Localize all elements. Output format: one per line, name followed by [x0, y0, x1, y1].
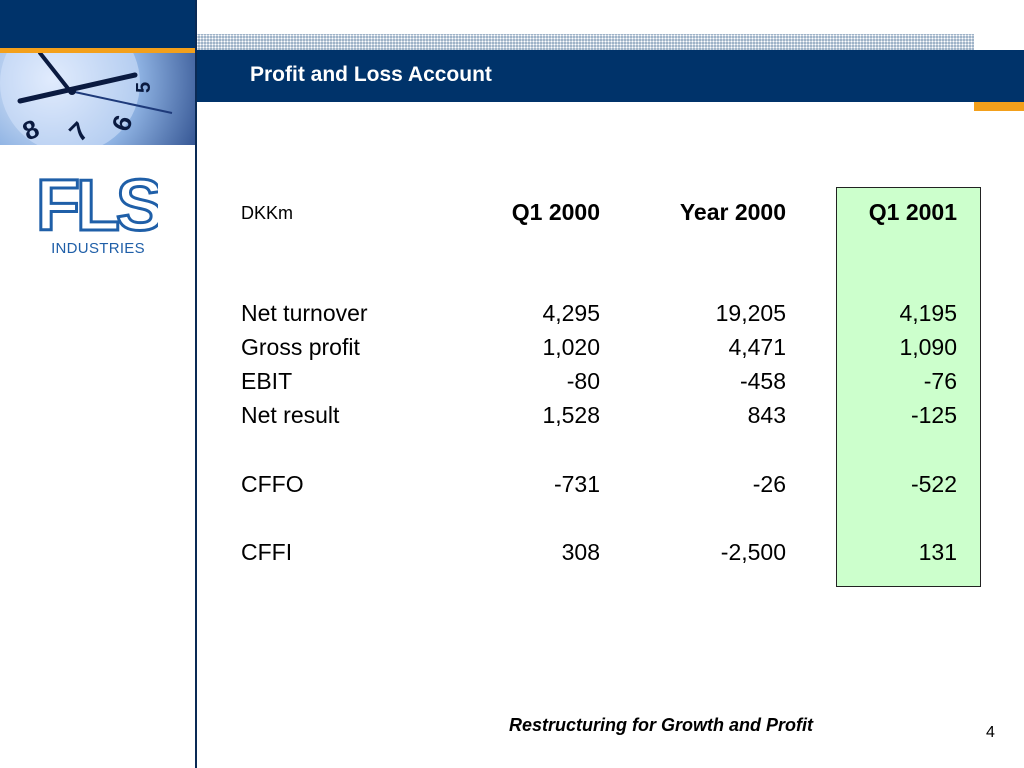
table-cell: 4,195: [899, 300, 957, 326]
row-label-cffo: CFFO: [241, 471, 304, 497]
table-cell: -731: [553, 471, 600, 497]
logo-subtitle: INDUSTRIES: [51, 240, 145, 257]
table-cell: -76: [923, 368, 957, 394]
unit-label: DKKm: [241, 203, 294, 223]
fls-logo: FLS INDUSTRIES: [35, 165, 168, 263]
table-cell: -2,500: [720, 539, 786, 565]
table-cell: -80: [566, 368, 600, 394]
fls-logo-icon: FLS: [35, 165, 168, 248]
row-label-cffi: CFFI: [241, 539, 293, 565]
orange-accent-strip: [0, 48, 196, 53]
row-label-net-result: Net result: [241, 402, 340, 428]
table-cell: 4,471: [728, 334, 786, 360]
page-number: 4: [986, 724, 995, 741]
vertical-divider: [195, 0, 197, 768]
table-cell: -26: [752, 471, 786, 497]
row-label-gross-profit: Gross profit: [241, 334, 360, 360]
slide-title: Profit and Loss Account: [250, 63, 492, 86]
table-cell: -458: [739, 368, 786, 394]
table-cell: 1,020: [542, 334, 600, 360]
clock-icon: 8 7 6 5: [0, 53, 196, 145]
header-navy-block: [0, 0, 196, 48]
column-header-year-2000: Year 2000: [679, 199, 786, 225]
table-cell: 843: [747, 402, 786, 428]
row-label-ebit: EBIT: [241, 368, 293, 394]
title-bar: Profit and Loss Account: [196, 50, 1024, 102]
table-cell: -522: [910, 471, 957, 497]
column-header-q1-2000: Q1 2000: [511, 199, 600, 225]
table-cell: 19,205: [715, 300, 786, 326]
column-header-q1-2001: Q1 2001: [868, 199, 957, 225]
svg-text:FLS: FLS: [38, 168, 158, 238]
dotted-header-band: [196, 34, 974, 50]
highlight-column-q1-2001: [836, 187, 981, 587]
orange-corner-accent: [974, 102, 1024, 111]
row-label-net-turnover: Net turnover: [241, 300, 368, 326]
footer-slogan: Restructuring for Growth and Profit: [509, 715, 813, 735]
table-cell: 131: [918, 539, 957, 565]
table-cell: -125: [910, 402, 957, 428]
svg-text:5: 5: [133, 82, 155, 93]
table-cell: 1,528: [542, 402, 600, 428]
table-cell: 4,295: [542, 300, 600, 326]
clock-image: 8 7 6 5: [0, 53, 196, 145]
table-cell: 1,090: [899, 334, 957, 360]
table-cell: 308: [561, 539, 600, 565]
